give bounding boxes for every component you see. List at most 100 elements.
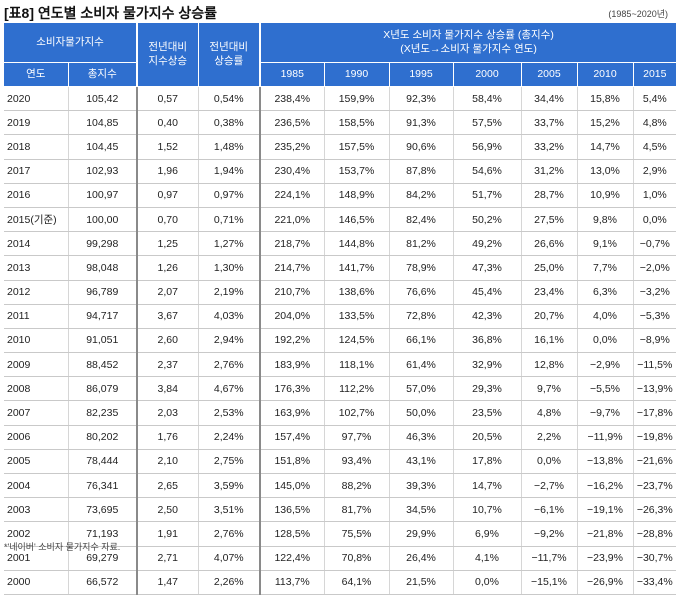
value-cell: 25,0%	[521, 255, 578, 281]
year-cell: 2019	[4, 110, 69, 136]
value-cell: 81,2%	[389, 231, 454, 257]
value-cell: 133,5%	[324, 304, 390, 329]
year-cell: 2007	[4, 400, 69, 426]
value-cell: 54,6%	[453, 159, 522, 184]
value-cell: 36,8%	[453, 328, 522, 354]
growth-group-header: X년도 소비자 물가지수 상승률 (총지수) (X년도→소비자 물가지수 연도)	[260, 23, 677, 63]
value-cell: −16,2%	[577, 473, 634, 499]
value-cell: 2,2%	[521, 425, 578, 450]
value-cell: 3,51%	[198, 497, 261, 523]
base-year-header: 2010	[577, 62, 634, 87]
value-cell: −23,9%	[577, 546, 634, 571]
period-range: (1985~2020년)	[608, 9, 668, 19]
value-cell: −15,1%	[521, 570, 578, 595]
page: [표8] 연도별 소비자 물가지수 상승률 (1985~2020년) 소비자물가…	[4, 5, 677, 595]
value-cell: 2,71	[137, 546, 199, 571]
value-cell: 105,42	[68, 86, 138, 112]
value-cell: 20,5%	[453, 425, 522, 450]
value-cell: 29,3%	[453, 376, 522, 402]
year-cell: 2005	[4, 449, 69, 475]
value-cell: 5,4%	[633, 86, 677, 112]
value-cell: 102,93	[68, 159, 138, 184]
table-row: 2015(기준) 100,00 0,70 0,71% 221,0% 146,5% 82,4%…	[4, 207, 677, 233]
value-cell: 1,48%	[198, 134, 261, 160]
value-cell: 2,19%	[198, 280, 261, 305]
value-cell: 151,8%	[260, 449, 325, 475]
value-cell: −8,9%	[633, 328, 677, 354]
value-cell: 43,1%	[389, 449, 454, 475]
value-cell: 157,4%	[260, 425, 325, 450]
value-cell: 2,10	[137, 449, 199, 475]
value-cell: 1,27%	[198, 231, 261, 257]
value-cell: 4,5%	[633, 134, 677, 160]
value-cell: 91,051	[68, 328, 138, 354]
value-cell: 0,0%	[633, 207, 677, 233]
value-cell: −2,0%	[633, 255, 677, 281]
value-cell: 28,7%	[521, 183, 578, 208]
value-cell: 6,9%	[453, 521, 522, 547]
value-cell: 10,9%	[577, 183, 634, 208]
table-row: 2003 73,695 2,50 3,51% 136,5% 81,7% 34,5% 10,7%…	[4, 497, 677, 523]
value-cell: 78,9%	[389, 255, 454, 281]
base-year-header: 2015	[633, 62, 677, 87]
value-cell: −19,8%	[633, 425, 677, 450]
table-row: 2011 94,717 3,67 4,03% 204,0% 133,5% 72,8% 42,3…	[4, 304, 677, 329]
value-cell: 183,9%	[260, 352, 325, 378]
value-cell: 214,7%	[260, 255, 325, 281]
value-cell: 4,8%	[633, 110, 677, 136]
value-cell: 34,5%	[389, 497, 454, 523]
value-cell: 192,2%	[260, 328, 325, 354]
base-year-header: 2000	[453, 62, 522, 87]
table-row: 2019 104,85 0,40 0,38% 236,5% 158,5% 91,3% 57,5…	[4, 110, 677, 136]
value-cell: −13,8%	[577, 449, 634, 475]
value-cell: 1,25	[137, 231, 199, 257]
value-cell: 80,202	[68, 425, 138, 450]
value-cell: 1,0%	[633, 183, 677, 208]
table-row: 2006 80,202 1,76 2,24% 157,4% 97,7% 46,3% 20,5%…	[4, 425, 677, 450]
value-cell: −0,7%	[633, 231, 677, 257]
value-cell: −19,1%	[577, 497, 634, 523]
value-cell: −17,8%	[633, 400, 677, 426]
value-cell: 141,7%	[324, 255, 390, 281]
value-cell: 163,9%	[260, 400, 325, 426]
table-row: 2014 99,298 1,25 1,27% 218,7% 144,8% 81,2% 49,2…	[4, 231, 677, 257]
value-cell: 14,7%	[577, 134, 634, 160]
value-cell: 92,3%	[389, 86, 454, 112]
value-cell: −28,8%	[633, 521, 677, 547]
value-cell: 153,7%	[324, 159, 390, 184]
value-cell: 45,4%	[453, 280, 522, 305]
value-cell: 0,97%	[198, 183, 261, 208]
value-cell: 2,26%	[198, 570, 261, 595]
value-cell: 4,1%	[453, 546, 522, 571]
value-cell: 84,2%	[389, 183, 454, 208]
value-cell: 2,60	[137, 328, 199, 354]
value-cell: 57,0%	[389, 376, 454, 402]
value-cell: 4,8%	[521, 400, 578, 426]
year-cell: 2011	[4, 304, 69, 329]
year-cell: 2017	[4, 159, 69, 184]
value-cell: −9,7%	[577, 400, 634, 426]
value-cell: 2,07	[137, 280, 199, 305]
value-cell: 3,59%	[198, 473, 261, 499]
value-cell: 58,4%	[453, 86, 522, 112]
table-row: 2008 86,079 3,84 4,67% 176,3% 112,2% 57,0% 29,3…	[4, 376, 677, 402]
value-cell: 87,8%	[389, 159, 454, 184]
value-cell: 122,4%	[260, 546, 325, 571]
value-cell: 9,8%	[577, 207, 634, 233]
value-cell: −9,2%	[521, 521, 578, 547]
base-year-header: 1990	[324, 62, 390, 87]
value-cell: −33,4%	[633, 570, 677, 595]
value-cell: 29,9%	[389, 521, 454, 547]
year-cell: 2006	[4, 425, 69, 450]
prev-index-header: 전년대비 지수상승	[137, 23, 199, 87]
value-cell: 210,7%	[260, 280, 325, 305]
value-cell: 9,7%	[521, 376, 578, 402]
value-cell: 0,57	[137, 86, 199, 112]
value-cell: 66,1%	[389, 328, 454, 354]
value-cell: 76,6%	[389, 280, 454, 305]
value-cell: 1,26	[137, 255, 199, 281]
value-cell: −5,5%	[577, 376, 634, 402]
value-cell: 1,94%	[198, 159, 261, 184]
value-cell: 4,03%	[198, 304, 261, 329]
value-cell: 0,0%	[453, 570, 522, 595]
